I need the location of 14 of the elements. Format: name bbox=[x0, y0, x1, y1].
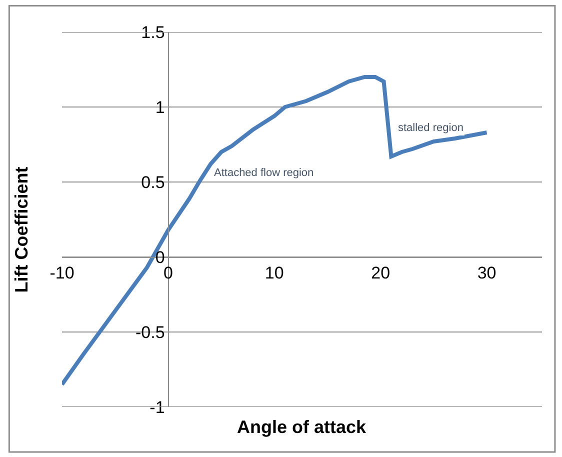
y-tick-label: 1.5 bbox=[141, 22, 165, 42]
y-tick-label: -0.5 bbox=[136, 322, 165, 342]
x-axis-title: Angle of attack bbox=[237, 417, 368, 437]
y-tick-label: 0 bbox=[155, 248, 165, 267]
y-tick-label: 1 bbox=[155, 98, 165, 117]
x-tick-label: 30 bbox=[477, 263, 496, 282]
annotation: Attached flow region bbox=[214, 167, 314, 179]
y-tick-label: 0.5 bbox=[141, 172, 165, 192]
x-tick-label: -10 bbox=[50, 263, 74, 282]
y-tick-label: -1 bbox=[150, 398, 165, 417]
annotation: stalled region bbox=[398, 122, 464, 134]
y-axis-title: Lift Coefficient bbox=[12, 166, 32, 293]
x-tick-label: 20 bbox=[371, 263, 390, 282]
x-tick-label: 10 bbox=[264, 263, 284, 282]
